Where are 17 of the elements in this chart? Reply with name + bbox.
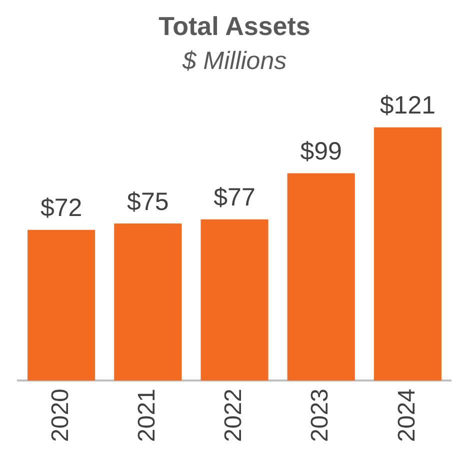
chart-subtitle: $ Millions — [181, 47, 287, 76]
x-tick-label: 2023 — [306, 388, 334, 442]
x-tick-label: 2021 — [134, 388, 161, 442]
chart-title: Total Assets — [158, 10, 310, 41]
bar — [28, 230, 96, 381]
bar — [200, 219, 268, 381]
x-tick-label: 2020 — [46, 388, 74, 442]
data-label: $121 — [380, 92, 436, 120]
bar — [374, 127, 442, 381]
bar — [287, 173, 355, 381]
x-tick-label: 2022 — [220, 388, 248, 442]
data-label: $75 — [127, 188, 169, 216]
data-label: $77 — [214, 184, 256, 212]
data-label: $72 — [40, 194, 82, 222]
bar — [114, 224, 182, 381]
x-tick-label: 2024 — [393, 388, 420, 442]
data-label: $99 — [300, 138, 342, 166]
